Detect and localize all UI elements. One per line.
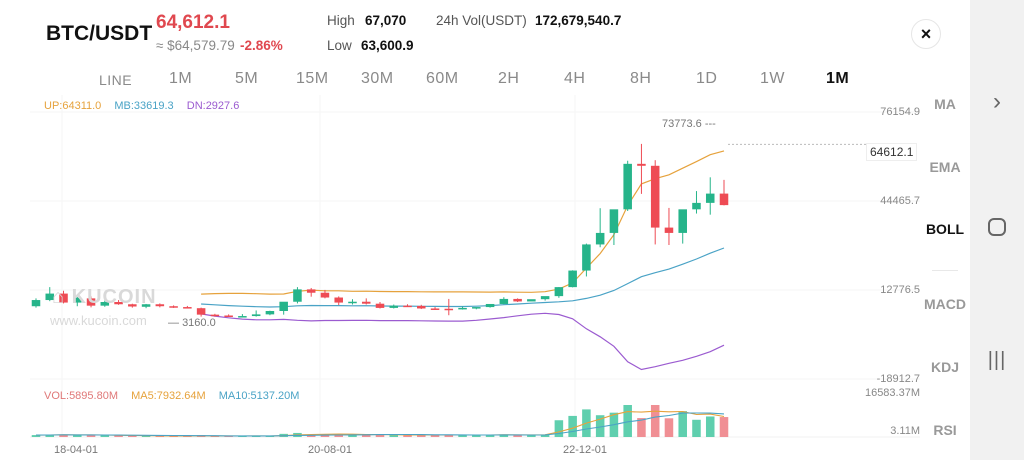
vol-y-top: 16583.37M bbox=[864, 387, 920, 399]
tab-15min[interactable]: 15M bbox=[296, 70, 329, 87]
boll-dn-value: DN:2927.6 bbox=[186, 100, 240, 112]
vol-ma5-value: MA5:7932.64M bbox=[131, 390, 206, 402]
pair-title: BTC/USDT bbox=[46, 22, 153, 45]
indicator-ema[interactable]: EMA bbox=[929, 159, 961, 175]
close-button[interactable]: × bbox=[911, 19, 941, 49]
high-marker: 73773.6 --- bbox=[662, 118, 716, 130]
boll-up-value: UP:64311.0 bbox=[44, 100, 102, 112]
high-label: High bbox=[327, 13, 355, 28]
tab-30min[interactable]: 30M bbox=[361, 70, 394, 87]
x-tick-3: 22-12-01 bbox=[563, 444, 608, 456]
tab-8h[interactable]: 8H bbox=[630, 70, 652, 87]
candlestick-chart[interactable] bbox=[0, 0, 970, 460]
last-price: 64,612.1 bbox=[156, 12, 230, 33]
tab-line[interactable]: LINE bbox=[99, 72, 133, 88]
indicator-divider bbox=[932, 270, 958, 271]
close-icon: × bbox=[920, 23, 932, 44]
system-nav-bar bbox=[970, 0, 1024, 460]
vol-ma10-value: MA10:5137.20M bbox=[218, 390, 300, 402]
tab-2h[interactable]: 2H bbox=[498, 70, 520, 87]
indicator-ma[interactable]: MA bbox=[934, 96, 956, 112]
vol-value: 172,679,540.7 bbox=[535, 13, 622, 28]
indicator-rsi[interactable]: RSI bbox=[933, 422, 957, 438]
low-marker: — 3160.0 bbox=[168, 317, 216, 329]
x-tick-1: 18-04-01 bbox=[54, 444, 99, 456]
vol-value: VOL:5895.80M bbox=[44, 390, 118, 402]
indicator-kdj[interactable]: KDJ bbox=[930, 359, 959, 375]
tab-5min[interactable]: 5M bbox=[235, 70, 259, 87]
current-price-tag: 64612.1 bbox=[866, 143, 918, 161]
y-tick-4: -18912.7 bbox=[876, 373, 920, 385]
high-value: 67,070 bbox=[365, 13, 407, 28]
main-panel: BTC/USDT 64,612.1 ≈ $64,579.79 -2.86% Hi… bbox=[0, 0, 970, 460]
kucoin-watermark: ⌂ KUCOIN bbox=[52, 286, 157, 308]
tab-1min[interactable]: 1M bbox=[169, 70, 193, 87]
indicator-macd[interactable]: MACD bbox=[924, 296, 966, 312]
x-tick-2: 20-08-01 bbox=[308, 444, 353, 456]
volume-legend: VOL:5895.80M MA5:7932.64M MA10:5137.20M bbox=[44, 390, 309, 402]
tab-1d[interactable]: 1D bbox=[696, 70, 718, 87]
tab-60min[interactable]: 60M bbox=[426, 70, 459, 87]
vol-y-bottom: 3.11M bbox=[890, 425, 920, 437]
tab-1month[interactable]: 1M bbox=[826, 70, 850, 87]
tab-4h[interactable]: 4H bbox=[564, 70, 586, 87]
watermark-url: www.kucoin.com bbox=[50, 313, 147, 328]
nav-recents-icon[interactable]: ||| bbox=[987, 349, 1007, 371]
nav-back-icon[interactable]: › bbox=[993, 88, 1001, 115]
y-tick-3: 12776.5 bbox=[880, 284, 920, 296]
approx-usd-price: ≈ $64,579.79 bbox=[156, 38, 235, 53]
indicator-boll[interactable]: BOLL bbox=[925, 221, 965, 237]
boll-mb-value: MB:33619.3 bbox=[114, 100, 174, 112]
timeframe-tabs: LINE 1M 5M 15M 30M 60M 2H 4H 8H 1D 1W 1M bbox=[0, 70, 900, 90]
vol-label: 24h Vol(USDT) bbox=[436, 13, 527, 28]
low-label: Low bbox=[327, 38, 352, 53]
y-tick-2: 44465.7 bbox=[880, 195, 920, 207]
tab-1w[interactable]: 1W bbox=[760, 70, 785, 87]
nav-home-icon[interactable] bbox=[982, 216, 1012, 243]
change-percent: -2.86% bbox=[240, 38, 283, 53]
low-value: 63,600.9 bbox=[361, 38, 414, 53]
y-tick-1: 76154.9 bbox=[880, 106, 920, 118]
boll-legend: UP:64311.0 MB:33619.3 DN:2927.6 bbox=[44, 100, 249, 112]
